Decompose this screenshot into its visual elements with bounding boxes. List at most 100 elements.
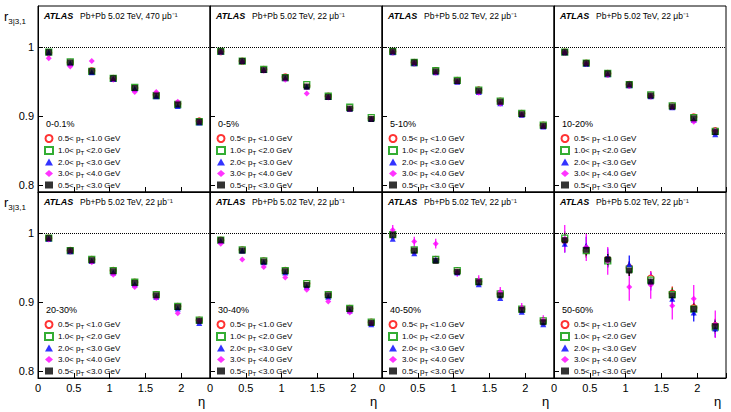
svg-text:3.0< p: 3.0< p — [230, 169, 253, 178]
svg-text:1.0< p: 1.0< p — [58, 146, 81, 155]
svg-text:<3.0 GeV: <3.0 GeV — [428, 158, 465, 167]
svg-text:<1.0 GeV: <1.0 GeV — [84, 134, 121, 143]
svg-text:ATLAS: ATLAS — [215, 11, 245, 21]
svg-text:0.5: 0.5 — [582, 382, 597, 394]
svg-text:<2.0 GeV: <2.0 GeV — [600, 332, 637, 341]
svg-text:1.5: 1.5 — [482, 382, 497, 394]
svg-text:η: η — [714, 394, 721, 409]
svg-text:η: η — [370, 394, 377, 409]
svg-text:<2.0 GeV: <2.0 GeV — [84, 146, 121, 155]
svg-text:<3.0 GeV: <3.0 GeV — [256, 158, 293, 167]
svg-text:Pb+Pb 5.02 TeV, 22 μb⁻¹: Pb+Pb 5.02 TeV, 22 μb⁻¹ — [424, 11, 517, 21]
svg-text:1.0< p: 1.0< p — [402, 332, 425, 341]
svg-text:0: 0 — [551, 382, 557, 394]
svg-text:30-40%: 30-40% — [218, 305, 249, 315]
svg-text:0.5< p: 0.5< p — [574, 367, 597, 376]
svg-text:2.0< p: 2.0< p — [58, 158, 81, 167]
svg-text:<3.0 GeV: <3.0 GeV — [84, 344, 121, 353]
svg-text:ATLAS: ATLAS — [43, 197, 73, 207]
svg-text:<3.0 GeV: <3.0 GeV — [600, 181, 637, 190]
svg-text:3.0< p: 3.0< p — [402, 355, 425, 364]
svg-text:1: 1 — [28, 41, 34, 53]
svg-text:<1.0 GeV: <1.0 GeV — [600, 320, 637, 329]
svg-text:Pb+Pb 5.02 TeV, 22 μb⁻¹: Pb+Pb 5.02 TeV, 22 μb⁻¹ — [424, 197, 517, 207]
svg-text:2.0< p: 2.0< p — [574, 344, 597, 353]
svg-text:<4.0 GeV: <4.0 GeV — [600, 355, 637, 364]
svg-text:0.5: 0.5 — [238, 382, 253, 394]
svg-text:η: η — [542, 394, 549, 409]
svg-text:1.0< p: 1.0< p — [574, 332, 597, 341]
svg-text:<4.0 GeV: <4.0 GeV — [84, 169, 121, 178]
svg-text:1.5: 1.5 — [310, 382, 325, 394]
svg-text:0.5: 0.5 — [410, 382, 425, 394]
svg-text:<3.0 GeV: <3.0 GeV — [600, 367, 637, 376]
svg-text:<1.0 GeV: <1.0 GeV — [428, 134, 465, 143]
svg-text:ATLAS: ATLAS — [43, 11, 73, 21]
svg-text:0.9: 0.9 — [19, 110, 34, 122]
svg-text:0.5< p: 0.5< p — [58, 367, 81, 376]
svg-text:η: η — [198, 394, 205, 409]
svg-text:<3.0 GeV: <3.0 GeV — [600, 158, 637, 167]
svg-text:ATLAS: ATLAS — [387, 11, 417, 21]
svg-text:1: 1 — [623, 382, 629, 394]
svg-text:2: 2 — [350, 382, 356, 394]
svg-text:<3.0 GeV: <3.0 GeV — [84, 367, 121, 376]
svg-text:ATLAS: ATLAS — [387, 197, 417, 207]
svg-text:1.0< p: 1.0< p — [230, 146, 253, 155]
svg-text:2.0< p: 2.0< p — [58, 344, 81, 353]
svg-text:0.5< p: 0.5< p — [230, 367, 253, 376]
svg-text:<4.0 GeV: <4.0 GeV — [600, 169, 637, 178]
svg-text:<1.0 GeV: <1.0 GeV — [428, 320, 465, 329]
svg-text:<3.0 GeV: <3.0 GeV — [256, 344, 293, 353]
svg-text:0.5< p: 0.5< p — [402, 320, 425, 329]
svg-text:<2.0 GeV: <2.0 GeV — [256, 146, 293, 155]
svg-text:3.0< p: 3.0< p — [574, 355, 597, 364]
svg-text:<4.0 GeV: <4.0 GeV — [256, 355, 293, 364]
svg-text:1.5: 1.5 — [138, 382, 153, 394]
svg-text:0.5< p: 0.5< p — [574, 134, 597, 143]
svg-text:1.0< p: 1.0< p — [58, 332, 81, 341]
svg-text:2.0< p: 2.0< p — [574, 158, 597, 167]
svg-text:0.5< p: 0.5< p — [230, 134, 253, 143]
svg-text:2: 2 — [178, 382, 184, 394]
svg-text:1.5: 1.5 — [654, 382, 669, 394]
svg-text:0.5< p: 0.5< p — [574, 181, 597, 190]
svg-text:0.5< p: 0.5< p — [402, 367, 425, 376]
svg-text:0.8: 0.8 — [19, 179, 34, 191]
svg-text:ATLAS: ATLAS — [559, 197, 589, 207]
svg-text:<4.0 GeV: <4.0 GeV — [256, 169, 293, 178]
svg-text:1: 1 — [107, 382, 113, 394]
svg-text:<3.0 GeV: <3.0 GeV — [256, 181, 293, 190]
svg-text:<3.0 GeV: <3.0 GeV — [428, 367, 465, 376]
svg-text:2: 2 — [522, 382, 528, 394]
svg-text:0.5< p: 0.5< p — [58, 181, 81, 190]
svg-text:2.0< p: 2.0< p — [402, 344, 425, 353]
svg-text:2.0< p: 2.0< p — [402, 158, 425, 167]
svg-text:<1.0 GeV: <1.0 GeV — [256, 134, 293, 143]
svg-text:0.5< p: 0.5< p — [230, 181, 253, 190]
svg-text:1: 1 — [451, 382, 457, 394]
svg-text:ATLAS: ATLAS — [559, 11, 589, 21]
svg-text:1.0< p: 1.0< p — [402, 146, 425, 155]
svg-text:Pb+Pb 5.02 TeV, 22 μb⁻¹: Pb+Pb 5.02 TeV, 22 μb⁻¹ — [596, 11, 689, 21]
svg-text:<2.0 GeV: <2.0 GeV — [428, 332, 465, 341]
svg-text:40-50%: 40-50% — [390, 305, 421, 315]
svg-text:<3.0 GeV: <3.0 GeV — [256, 367, 293, 376]
svg-text:3.0< p: 3.0< p — [230, 355, 253, 364]
svg-text:3.0< p: 3.0< p — [58, 355, 81, 364]
svg-text:1.0< p: 1.0< p — [574, 146, 597, 155]
svg-text:<3.0 GeV: <3.0 GeV — [600, 344, 637, 353]
svg-text:2.0< p: 2.0< p — [230, 158, 253, 167]
svg-text:<3.0 GeV: <3.0 GeV — [428, 344, 465, 353]
svg-text:50-60%: 50-60% — [562, 305, 593, 315]
svg-text:2: 2 — [694, 382, 700, 394]
svg-text:0: 0 — [207, 382, 213, 394]
svg-text:0.5: 0.5 — [66, 382, 81, 394]
svg-text:<3.0 GeV: <3.0 GeV — [428, 181, 465, 190]
svg-text:3.0< p: 3.0< p — [574, 169, 597, 178]
svg-text:0.5< p: 0.5< p — [402, 134, 425, 143]
svg-text:0-0.1%: 0-0.1% — [46, 119, 75, 129]
svg-text:Pb+Pb 5.02 TeV, 22 μb⁻¹: Pb+Pb 5.02 TeV, 22 μb⁻¹ — [252, 197, 345, 207]
svg-text:0.9: 0.9 — [19, 296, 34, 308]
svg-text:0.8: 0.8 — [19, 365, 34, 377]
